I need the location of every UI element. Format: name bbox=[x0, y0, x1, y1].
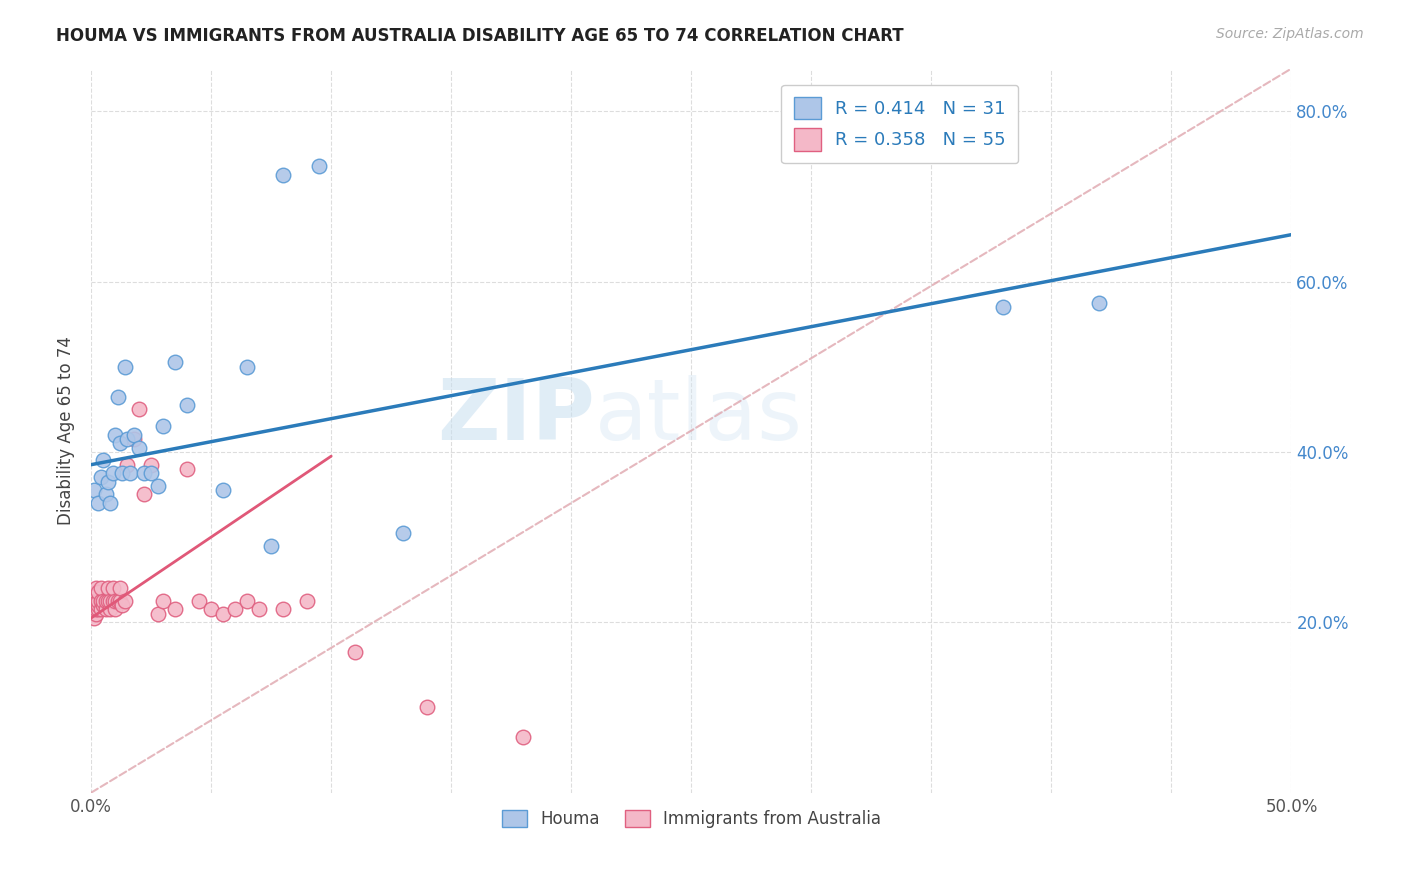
Text: atlas: atlas bbox=[595, 375, 803, 458]
Point bbox=[107, 390, 129, 404]
Point bbox=[118, 466, 141, 480]
Point bbox=[104, 602, 127, 616]
Point bbox=[94, 594, 117, 608]
Point bbox=[101, 581, 124, 595]
Point bbox=[107, 594, 129, 608]
Point bbox=[115, 432, 138, 446]
Point bbox=[108, 594, 131, 608]
Point bbox=[115, 458, 138, 472]
Text: HOUMA VS IMMIGRANTS FROM AUSTRALIA DISABILITY AGE 65 TO 74 CORRELATION CHART: HOUMA VS IMMIGRANTS FROM AUSTRALIA DISAB… bbox=[56, 27, 904, 45]
Point bbox=[993, 300, 1015, 314]
Point bbox=[94, 602, 117, 616]
Point bbox=[84, 581, 107, 595]
Text: ZIP: ZIP bbox=[437, 375, 595, 458]
Point bbox=[87, 585, 110, 599]
Point bbox=[141, 466, 163, 480]
Point bbox=[128, 402, 150, 417]
Point bbox=[271, 168, 294, 182]
Point bbox=[512, 731, 534, 745]
Point bbox=[236, 359, 259, 374]
Point bbox=[97, 581, 120, 595]
Y-axis label: Disability Age 65 to 74: Disability Age 65 to 74 bbox=[58, 336, 75, 525]
Point bbox=[104, 427, 127, 442]
Point bbox=[90, 602, 112, 616]
Point bbox=[84, 602, 107, 616]
Point bbox=[416, 700, 439, 714]
Point bbox=[94, 487, 117, 501]
Point bbox=[165, 602, 187, 616]
Point bbox=[97, 594, 120, 608]
Point bbox=[101, 594, 124, 608]
Point bbox=[124, 427, 146, 442]
Point bbox=[188, 594, 211, 608]
Legend: Houma, Immigrants from Australia: Houma, Immigrants from Australia bbox=[495, 804, 887, 835]
Point bbox=[111, 466, 134, 480]
Point bbox=[114, 594, 136, 608]
Point bbox=[212, 607, 235, 621]
Point bbox=[87, 496, 110, 510]
Point bbox=[152, 419, 174, 434]
Point bbox=[124, 432, 146, 446]
Point bbox=[87, 602, 110, 616]
Point bbox=[90, 594, 112, 608]
Point bbox=[87, 594, 110, 608]
Point bbox=[83, 611, 105, 625]
Point bbox=[83, 483, 105, 498]
Point bbox=[84, 585, 107, 599]
Point bbox=[295, 594, 318, 608]
Point bbox=[91, 453, 114, 467]
Point bbox=[271, 602, 294, 616]
Point bbox=[91, 594, 114, 608]
Point bbox=[84, 607, 107, 621]
Point bbox=[247, 602, 270, 616]
Point bbox=[132, 466, 155, 480]
Point bbox=[212, 483, 235, 498]
Point bbox=[90, 581, 112, 595]
Point bbox=[83, 594, 105, 608]
Point bbox=[83, 590, 105, 604]
Point bbox=[90, 470, 112, 484]
Point bbox=[101, 466, 124, 480]
Point bbox=[148, 607, 170, 621]
Point bbox=[176, 462, 198, 476]
Point bbox=[236, 594, 259, 608]
Point bbox=[83, 602, 105, 616]
Point bbox=[224, 602, 246, 616]
Point bbox=[141, 458, 163, 472]
Point bbox=[152, 594, 174, 608]
Point bbox=[84, 599, 107, 613]
Point bbox=[308, 160, 330, 174]
Point bbox=[87, 599, 110, 613]
Point bbox=[91, 599, 114, 613]
Point bbox=[165, 355, 187, 369]
Point bbox=[260, 539, 283, 553]
Point bbox=[108, 581, 131, 595]
Point bbox=[392, 525, 415, 540]
Point bbox=[84, 594, 107, 608]
Point bbox=[98, 496, 121, 510]
Point bbox=[1088, 295, 1111, 310]
Point bbox=[98, 602, 121, 616]
Point bbox=[97, 475, 120, 489]
Point bbox=[176, 398, 198, 412]
Point bbox=[98, 594, 121, 608]
Point bbox=[114, 359, 136, 374]
Point bbox=[200, 602, 222, 616]
Point bbox=[111, 599, 134, 613]
Point bbox=[128, 441, 150, 455]
Text: Source: ZipAtlas.com: Source: ZipAtlas.com bbox=[1216, 27, 1364, 41]
Point bbox=[104, 594, 127, 608]
Point bbox=[344, 645, 367, 659]
Point bbox=[83, 599, 105, 613]
Point bbox=[108, 436, 131, 450]
Point bbox=[148, 479, 170, 493]
Point bbox=[132, 487, 155, 501]
